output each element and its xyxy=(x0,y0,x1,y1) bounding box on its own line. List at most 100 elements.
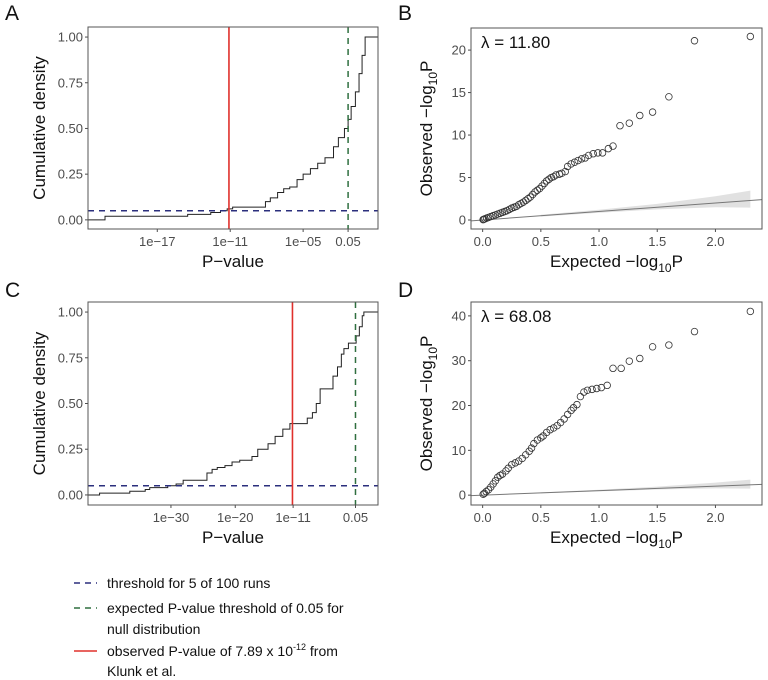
qq-point xyxy=(577,155,586,163)
qq-point xyxy=(746,32,755,41)
lambda-annotation: λ = 68.08 xyxy=(481,307,551,326)
y-tick-label: 40 xyxy=(452,308,466,323)
x-tick-label: 1.5 xyxy=(648,234,666,249)
x-tick-label: 1.0 xyxy=(590,510,608,525)
panel-letter: D xyxy=(398,279,413,302)
legend: threshold for 5 of 100 runs expected P-v… xyxy=(74,575,344,679)
y-axis-label-sub: 10 xyxy=(426,72,440,86)
plot-frame xyxy=(87,301,379,506)
x-axis-label: P−value xyxy=(202,528,264,547)
qq-point xyxy=(690,327,699,336)
qq-point xyxy=(593,384,601,393)
x-tick-label: 1e−05 xyxy=(285,234,322,249)
y-tick-label: 0.25 xyxy=(58,442,83,457)
qq-point xyxy=(538,182,546,190)
qq-point xyxy=(648,343,657,351)
reference-line xyxy=(471,483,762,497)
y-axis-label: Observed −log10P xyxy=(417,336,440,472)
y-tick-label: 0.75 xyxy=(58,75,83,90)
y-tick-label: 30 xyxy=(452,353,466,368)
qq-point xyxy=(609,142,617,150)
qq-point xyxy=(530,439,538,448)
x-axis-label: Expected −log10P xyxy=(550,252,683,275)
qq-point xyxy=(569,404,578,412)
qq-point xyxy=(576,392,585,401)
x-tick-label: 0.0 xyxy=(474,510,492,525)
y-tick-label: 0.50 xyxy=(58,121,83,136)
qq-point xyxy=(570,158,579,166)
qq-point xyxy=(487,483,495,491)
x-tick-label: 0.5 xyxy=(532,510,550,525)
y-tick-label: 20 xyxy=(452,398,466,413)
qq-point xyxy=(528,190,537,199)
legend-observed-text: observed P-value of 7.89 x 10 xyxy=(107,643,293,659)
qq-point xyxy=(542,177,551,185)
y-tick-label: 10 xyxy=(452,128,466,143)
qq-point xyxy=(665,341,673,349)
legend-label-observed-line2: Klunk et al. xyxy=(107,663,176,679)
plot-frame xyxy=(470,27,763,230)
qq-point xyxy=(609,364,617,373)
y-tick-label: 1.00 xyxy=(58,30,83,45)
x-tick-label: 1e−20 xyxy=(217,510,254,525)
qq-point xyxy=(522,196,530,205)
y-axis-label-prefix: Observed −log xyxy=(417,85,436,196)
qq-point xyxy=(636,354,644,363)
x-tick-label: 0.0 xyxy=(474,234,492,249)
x-tick-label: 2.0 xyxy=(706,510,724,525)
panel-letter: B xyxy=(398,2,412,25)
qq-point xyxy=(531,188,539,196)
qq-point xyxy=(549,424,558,432)
qq-point xyxy=(496,471,504,480)
qq-point xyxy=(479,215,487,224)
qq-point xyxy=(597,383,606,392)
qq-point xyxy=(617,364,625,373)
y-tick-label: 0.00 xyxy=(58,212,83,227)
qq-point xyxy=(533,186,542,194)
qq-point xyxy=(522,451,530,459)
x-axis-label-suffix: P xyxy=(672,252,683,271)
y-tick-label: 10 xyxy=(452,443,466,458)
qq-point xyxy=(616,121,624,130)
y-tick-label: 15 xyxy=(452,85,466,100)
plot-area xyxy=(471,32,762,224)
y-tick-label: 0.50 xyxy=(58,396,83,411)
qq-point xyxy=(563,410,572,419)
qq-point xyxy=(589,150,597,158)
y-axis-label-prefix: Observed −log xyxy=(417,360,436,471)
ecdf-curve xyxy=(88,311,378,496)
qq-point xyxy=(560,415,568,423)
qq-point xyxy=(540,179,549,188)
qq-point xyxy=(515,457,523,465)
x-axis-label: P−value xyxy=(202,252,264,271)
x-axis-label-prefix: Expected −log xyxy=(550,252,658,271)
plot-area xyxy=(88,27,378,229)
qq-point xyxy=(511,459,519,467)
qq-point xyxy=(545,175,553,183)
confidence-band xyxy=(540,190,751,217)
qq-point xyxy=(552,171,560,179)
qq-point xyxy=(746,307,755,316)
legend-observed-after: from xyxy=(306,643,338,659)
y-axis-label-sub: 10 xyxy=(426,347,440,361)
qq-point xyxy=(690,37,699,45)
qq-point xyxy=(598,149,607,157)
qq-point xyxy=(480,489,489,498)
panel-c: C 0.00 0.25 0.50 0.75 1.00 1e−30 1e−20 1e−11 0.05… xyxy=(5,279,379,547)
y-tick-label: 20 xyxy=(452,43,466,58)
x-tick-label: 0.5 xyxy=(532,234,550,249)
x-tick-label: 1.0 xyxy=(590,234,608,249)
y-tick-label: 5 xyxy=(459,170,466,185)
plot-frame xyxy=(470,301,763,506)
qq-point xyxy=(581,154,589,162)
y-tick-label: 0.25 xyxy=(58,167,83,182)
y-axis-label: Observed −log10P xyxy=(417,61,440,197)
x-tick-label: 1e−30 xyxy=(153,510,190,525)
lambda-annotation: λ = 11.80 xyxy=(481,33,550,52)
qq-point xyxy=(648,108,657,116)
y-axis-label: Cumulative density xyxy=(30,331,49,475)
x-tick-label: 1e−11 xyxy=(212,234,248,249)
